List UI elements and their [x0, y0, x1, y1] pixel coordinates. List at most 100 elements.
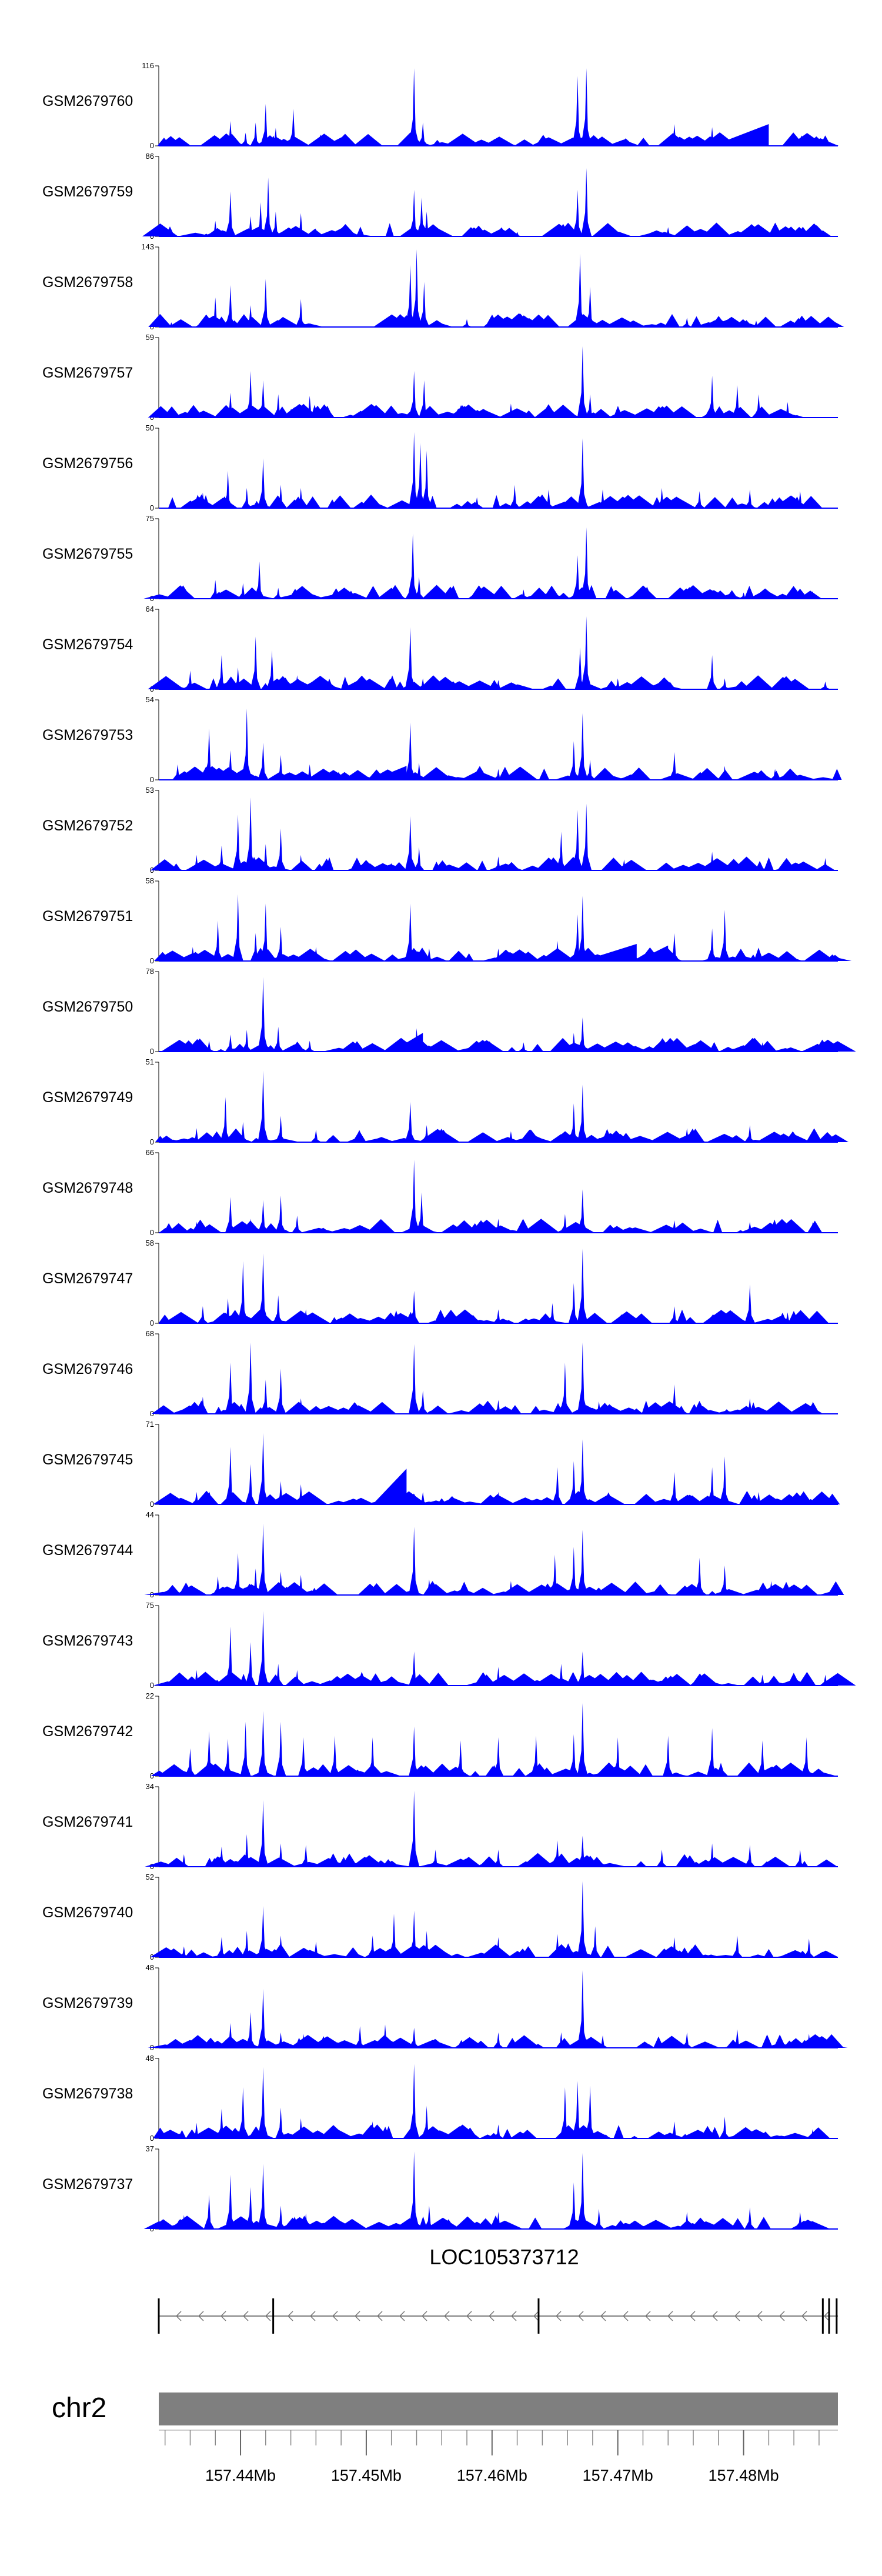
coverage-bump: [479, 2134, 496, 2138]
coverage-shoulder: [577, 2202, 588, 2229]
coverage-ramp: [712, 124, 769, 146]
coverage-shoulder: [187, 956, 198, 961]
coverage-shoulder: [669, 1493, 680, 1504]
coverage-bump: [773, 676, 799, 689]
coverage-shoulder: [577, 1389, 588, 1414]
coverage-shoulder: [782, 1319, 793, 1323]
coverage-bump: [681, 866, 713, 870]
coverage-bump: [193, 1952, 214, 1957]
coverage-shoulder: [556, 1678, 567, 1686]
coverage-shoulder: [263, 215, 274, 236]
coverage-bump: [774, 956, 803, 961]
coverage-bump: [501, 684, 534, 689]
coverage-shoulder: [245, 1670, 256, 1686]
coverage-shoulder: [417, 1406, 429, 1414]
ymax-label: 22: [146, 1691, 154, 1700]
coverage-shoulder: [568, 1761, 579, 1776]
track-GSM2679757: GSM2679757590: [42, 333, 838, 422]
strand-arrow: [555, 2311, 562, 2321]
coverage-bump: [467, 586, 500, 599]
coverage-shoulder: [462, 324, 472, 327]
coverage-shoulder: [270, 139, 281, 146]
coverage-bump: [373, 314, 410, 327]
coverage-shoulder: [493, 1950, 504, 1957]
coverage-bump: [557, 592, 570, 599]
coverage-bump: [306, 769, 340, 780]
coverage-bump: [152, 1493, 188, 1504]
coverage-shoulder: [295, 2131, 306, 2138]
coverage-shoulder: [260, 1402, 271, 1414]
ymin-label: 0: [150, 2134, 154, 2143]
coverage-shoulder: [581, 212, 592, 236]
coverage-shoulder: [225, 1396, 236, 1414]
coverage-bump: [629, 585, 657, 599]
strand-arrow: [287, 2311, 293, 2321]
coverage-shoulder: [413, 591, 425, 599]
coverage-shoulder: [298, 1762, 309, 1776]
coverage-shoulder: [807, 2135, 818, 2138]
coverage-bump: [316, 1227, 331, 1233]
ymax-label: 48: [146, 1963, 154, 1972]
strand-arrow: [220, 2311, 226, 2321]
coverage-bump: [765, 2135, 797, 2138]
ymax-label: 71: [146, 1420, 154, 1429]
track-GSM2679754: GSM2679754640: [42, 605, 838, 693]
coverage-shoulder: [258, 1479, 269, 1504]
coverage-bump: [763, 1402, 795, 1414]
coverage-bump: [617, 138, 634, 146]
coverage-bump: [648, 685, 684, 689]
coverage-shoulder: [409, 1759, 420, 1776]
coverage-bump: [613, 1675, 640, 1686]
coverage-bump: [798, 316, 824, 327]
coverage-shoulder: [744, 1309, 756, 1323]
track-label: GSM2679743: [42, 1633, 133, 1649]
coverage-shoulder: [210, 592, 221, 599]
coverage-shoulder: [568, 2213, 579, 2229]
coverage-shoulder: [275, 2221, 286, 2229]
coverage-bump: [547, 405, 579, 418]
coverage-bump: [453, 1229, 463, 1233]
coverage-shoulder: [681, 2042, 693, 2048]
track-GSM2679741: GSM2679741340: [42, 1782, 838, 1871]
coverage-shoulder: [275, 949, 286, 961]
coverage-bump: [602, 1129, 613, 1142]
coverage-shoulder: [225, 2210, 236, 2229]
coverage-ramp: [582, 944, 637, 961]
coverage-shoulder: [232, 850, 243, 870]
coverage-shoulder: [584, 773, 596, 780]
coverage-bump: [748, 1954, 768, 1957]
strand-arrow: [309, 2311, 316, 2321]
coverage-bump: [601, 857, 626, 870]
coverage-shoulder: [405, 940, 416, 961]
coverage-bump: [365, 411, 380, 418]
coverage-shoulder: [794, 502, 806, 508]
coverage-shoulder: [295, 865, 306, 870]
coverage-bump: [730, 2218, 745, 2229]
coverage-bump: [372, 1771, 402, 1776]
track-GSM2679760: GSM2679760 116 0: [42, 61, 839, 150]
coverage-shoulder: [593, 2222, 604, 2229]
coverage-shoulder: [225, 312, 236, 327]
coverage-bump: [351, 1770, 364, 1776]
x-tick-label: 157.44Mb: [205, 2467, 276, 2484]
coverage-bump: [768, 222, 783, 236]
coverage-shoulder: [191, 1229, 202, 1233]
coverage-shoulder: [258, 1299, 269, 1323]
strand-arrow: [711, 2311, 718, 2321]
coverage-bump: [752, 1319, 784, 1323]
coverage-shoulder: [275, 1133, 286, 1142]
coverage-shoulder: [584, 409, 596, 418]
strand-arrow: [622, 2311, 629, 2321]
strand-arrow: [689, 2311, 696, 2321]
coverage-shoulder: [295, 317, 306, 327]
coverage-bump: [649, 1132, 686, 1142]
coverage-bump: [679, 1857, 687, 1867]
coverage-shoulder: [238, 1135, 249, 1142]
track-GSM2679751: GSM2679751 58 0: [42, 876, 852, 965]
coverage-shoulder: [518, 1048, 529, 1052]
coverage-bump: [690, 2041, 720, 2048]
coverage-shoulder: [581, 847, 592, 870]
coverage-bump: [512, 1768, 526, 1776]
coverage-shoulder: [577, 1673, 588, 1686]
coverage-shoulder: [275, 1219, 286, 1233]
